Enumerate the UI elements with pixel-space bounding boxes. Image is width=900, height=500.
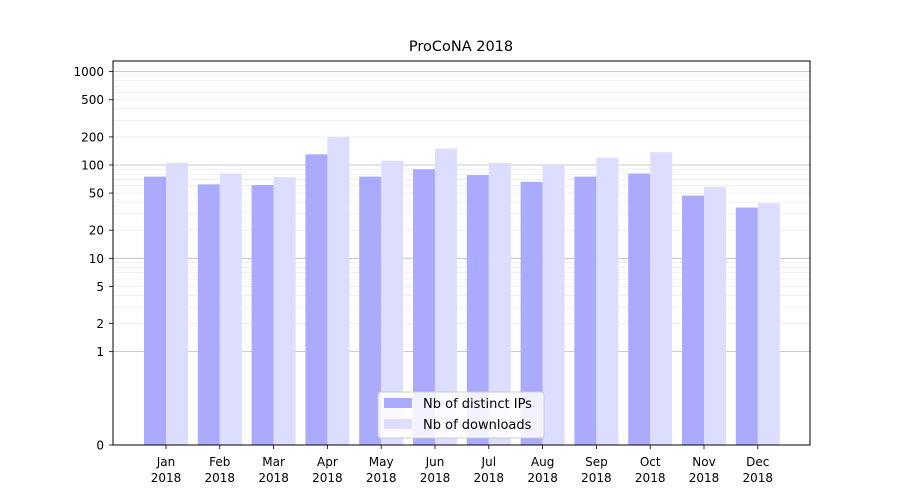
x-tick-label-month: Jul (481, 455, 496, 469)
bar-sep-downloads (596, 157, 619, 446)
legend-box (377, 391, 545, 439)
x-tick-label-year: 2018 (474, 471, 505, 485)
x-tick-label-month: Aug (531, 455, 554, 469)
x-tick-label-month: Oct (640, 455, 661, 469)
bar-nov-downloads (704, 187, 726, 445)
bar-jun-downloads (435, 148, 457, 445)
y-tick-label: 10 (89, 252, 104, 266)
bars (144, 136, 780, 446)
bar-jul-distinct-ips (466, 175, 489, 445)
axes: Jan2018Feb2018Mar2018Apr2018May2018Jun20… (73, 60, 811, 485)
x-tick-label-month: Dec (746, 455, 769, 469)
bar-nov-distinct-ips (682, 195, 704, 445)
y-tick-label: 20 (89, 224, 104, 238)
x-tick-label-year: 2018 (312, 471, 343, 485)
legend-label: Nb of downloads (423, 418, 532, 433)
plot-frame (112, 60, 811, 446)
x-tick-label-year: 2018 (743, 471, 774, 485)
x-tick-label-month: Mar (262, 455, 285, 469)
bar-apr-distinct-ips (305, 154, 328, 445)
bar-feb-distinct-ips (197, 184, 220, 445)
x-tick-label-year: 2018 (258, 471, 289, 485)
y-tick-label: 0 (96, 439, 104, 453)
y-tick-label: 2 (96, 317, 104, 331)
bar-feb-downloads (219, 173, 242, 446)
x-tick-label-year: 2018 (689, 471, 720, 485)
bar-aug-downloads (542, 164, 565, 446)
x-tick-label-month: Feb (209, 455, 230, 469)
bar-mar-downloads (273, 177, 296, 446)
bar-dec-distinct-ips (735, 207, 758, 445)
bar-dec-downloads (757, 203, 780, 445)
bar-apr-downloads (327, 136, 350, 445)
y-tick-label: 100 (81, 158, 104, 172)
x-tick-label-month: Nov (692, 455, 715, 469)
bar-mar-distinct-ips (251, 185, 274, 445)
bar-jan-distinct-ips (144, 176, 166, 445)
y-tick-label: 500 (81, 93, 104, 107)
y-tick-label: 5 (96, 280, 104, 294)
x-tick-label-year: 2018 (205, 471, 236, 485)
bar-may-distinct-ips (359, 176, 382, 445)
bar-jan-downloads (166, 162, 188, 445)
bar-oct-distinct-ips (628, 173, 651, 446)
x-tick-label-month: May (369, 455, 394, 469)
legend-swatch (384, 419, 412, 429)
bar-aug-distinct-ips (520, 181, 543, 445)
x-tick-label-month: Apr (317, 455, 338, 469)
y-tick-label: 1 (96, 345, 104, 359)
y-tick-label: 200 (81, 130, 104, 144)
x-tick-label-month: Jun (425, 455, 445, 469)
y-tick-label: 50 (89, 187, 104, 201)
bar-sep-distinct-ips (574, 176, 597, 445)
legend-label: Nb of distinct IPs (423, 397, 532, 412)
bar-oct-downloads (650, 152, 673, 445)
x-tick-label-year: 2018 (420, 471, 451, 485)
x-tick-label-year: 2018 (151, 471, 182, 485)
x-tick-label-year: 2018 (366, 471, 397, 485)
x-tick-label-month: Jan (156, 455, 176, 469)
x-tick-label-year: 2018 (527, 471, 558, 485)
x-tick-label-year: 2018 (635, 471, 666, 485)
legend: Nb of distinct IPs Nb of downloads (377, 391, 545, 439)
legend-swatch (384, 398, 412, 408)
chart-title: ProCoNA 2018 (409, 39, 513, 55)
x-tick-label-month: Sep (585, 455, 608, 469)
y-tick-label: 1000 (73, 65, 104, 79)
bar-jul-downloads (488, 162, 511, 445)
bar-may-downloads (381, 160, 404, 445)
x-tick-label-year: 2018 (581, 471, 612, 485)
bar-jun-distinct-ips (413, 169, 435, 446)
